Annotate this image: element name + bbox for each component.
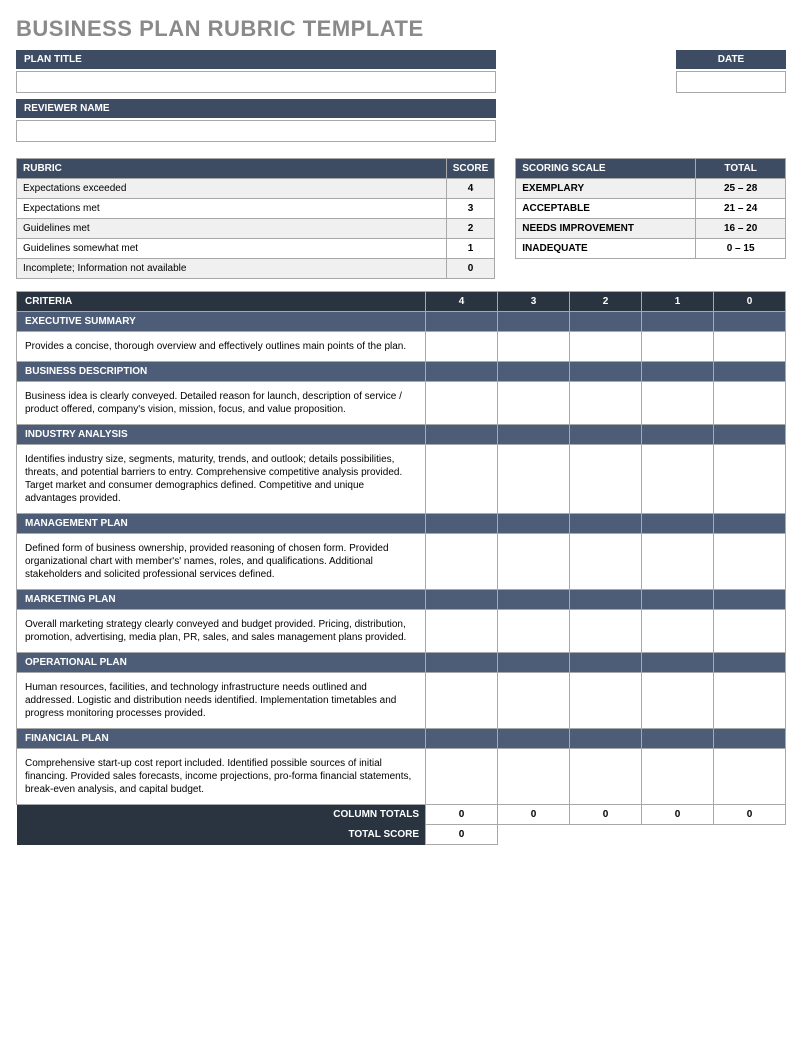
rubric-row-score: 4 — [446, 179, 495, 199]
scale-row-range: 0 – 15 — [696, 239, 786, 259]
rubric-row-score: 2 — [446, 219, 495, 239]
criteria-description: Defined form of business ownership, prov… — [17, 534, 426, 590]
criteria-score-cell[interactable] — [498, 382, 570, 425]
criteria-score-cell[interactable] — [714, 382, 786, 425]
criteria-score-cell[interactable] — [426, 610, 498, 653]
criteria-score-header: 3 — [498, 292, 570, 312]
rubric-row-label: Expectations exceeded — [17, 179, 447, 199]
column-totals-label: COLUMN TOTALS — [17, 805, 426, 825]
scale-row-range: 25 – 28 — [696, 179, 786, 199]
rubric-row-score: 1 — [446, 239, 495, 259]
column-total-value: 0 — [570, 805, 642, 825]
column-total-value: 0 — [498, 805, 570, 825]
rubric-row-score: 3 — [446, 199, 495, 219]
criteria-description: Identifies industry size, segments, matu… — [17, 445, 426, 514]
criteria-score-cell[interactable] — [570, 610, 642, 653]
rubric-row-label: Guidelines somewhat met — [17, 239, 447, 259]
criteria-score-cell[interactable] — [570, 534, 642, 590]
total-col-header: TOTAL — [696, 159, 786, 179]
criteria-score-cell[interactable] — [426, 749, 498, 805]
criteria-section-title: EXECUTIVE SUMMARY — [17, 312, 426, 332]
criteria-description: Comprehensive start-up cost report inclu… — [17, 749, 426, 805]
total-score-label: TOTAL SCORE — [17, 825, 426, 845]
plan-title-header: PLAN TITLE — [16, 50, 496, 69]
criteria-score-header: 0 — [714, 292, 786, 312]
rubric-col-header: RUBRIC — [17, 159, 447, 179]
plan-title-input[interactable] — [16, 71, 496, 93]
rubric-row-label: Incomplete; Information not available — [17, 259, 447, 279]
criteria-section-title: BUSINESS DESCRIPTION — [17, 362, 426, 382]
reviewer-input[interactable] — [16, 120, 496, 142]
date-input[interactable] — [676, 71, 786, 93]
scale-row-label: ACCEPTABLE — [516, 199, 696, 219]
criteria-section-title: OPERATIONAL PLAN — [17, 653, 426, 673]
criteria-score-cell[interactable] — [642, 610, 714, 653]
criteria-score-cell[interactable] — [426, 382, 498, 425]
criteria-score-cell[interactable] — [498, 673, 570, 729]
score-col-header: SCORE — [446, 159, 495, 179]
criteria-score-cell[interactable] — [714, 534, 786, 590]
criteria-section-title: MARKETING PLAN — [17, 590, 426, 610]
criteria-description: Business idea is clearly conveyed. Detai… — [17, 382, 426, 425]
criteria-score-cell[interactable] — [498, 610, 570, 653]
scoring-scale-table: SCORING SCALE TOTAL EXEMPLARY25 – 28ACCE… — [515, 158, 786, 259]
criteria-score-header: 2 — [570, 292, 642, 312]
criteria-score-cell[interactable] — [498, 332, 570, 362]
criteria-score-cell[interactable] — [570, 332, 642, 362]
page-title: BUSINESS PLAN RUBRIC TEMPLATE — [16, 16, 786, 42]
criteria-score-cell[interactable] — [570, 382, 642, 425]
date-header: DATE — [676, 50, 786, 69]
criteria-score-cell[interactable] — [642, 673, 714, 729]
criteria-section-title: MANAGEMENT PLAN — [17, 514, 426, 534]
criteria-score-cell[interactable] — [570, 749, 642, 805]
criteria-score-cell[interactable] — [570, 445, 642, 514]
criteria-score-cell[interactable] — [714, 445, 786, 514]
criteria-score-cell[interactable] — [426, 445, 498, 514]
scale-col-header: SCORING SCALE — [516, 159, 696, 179]
rubric-table: RUBRIC SCORE Expectations exceeded4Expec… — [16, 158, 495, 279]
scale-row-label: INADEQUATE — [516, 239, 696, 259]
criteria-section-title: INDUSTRY ANALYSIS — [17, 425, 426, 445]
criteria-score-cell[interactable] — [714, 610, 786, 653]
criteria-label: CRITERIA — [17, 292, 426, 312]
scale-row-label: NEEDS IMPROVEMENT — [516, 219, 696, 239]
scale-row-label: EXEMPLARY — [516, 179, 696, 199]
scale-row-range: 21 – 24 — [696, 199, 786, 219]
criteria-section-title: FINANCIAL PLAN — [17, 729, 426, 749]
criteria-score-cell[interactable] — [498, 749, 570, 805]
criteria-score-cell[interactable] — [642, 382, 714, 425]
criteria-score-cell[interactable] — [426, 534, 498, 590]
criteria-score-cell[interactable] — [714, 673, 786, 729]
criteria-score-cell[interactable] — [714, 332, 786, 362]
reviewer-header: REVIEWER NAME — [16, 99, 496, 118]
criteria-score-cell[interactable] — [642, 332, 714, 362]
rubric-row-label: Expectations met — [17, 199, 447, 219]
criteria-score-cell[interactable] — [642, 534, 714, 590]
criteria-score-cell[interactable] — [642, 749, 714, 805]
rubric-row-label: Guidelines met — [17, 219, 447, 239]
criteria-description: Overall marketing strategy clearly conve… — [17, 610, 426, 653]
scale-row-range: 16 – 20 — [696, 219, 786, 239]
column-total-value: 0 — [714, 805, 786, 825]
criteria-score-cell[interactable] — [426, 673, 498, 729]
criteria-score-header: 4 — [426, 292, 498, 312]
criteria-score-cell[interactable] — [498, 445, 570, 514]
criteria-description: Provides a concise, thorough overview an… — [17, 332, 426, 362]
rubric-row-score: 0 — [446, 259, 495, 279]
column-total-value: 0 — [642, 805, 714, 825]
criteria-score-cell[interactable] — [498, 534, 570, 590]
criteria-score-header: 1 — [642, 292, 714, 312]
criteria-score-cell[interactable] — [570, 673, 642, 729]
criteria-score-cell[interactable] — [642, 445, 714, 514]
total-score-value: 0 — [426, 825, 498, 845]
criteria-description: Human resources, facilities, and technol… — [17, 673, 426, 729]
column-total-value: 0 — [426, 805, 498, 825]
criteria-score-cell[interactable] — [426, 332, 498, 362]
criteria-score-cell[interactable] — [714, 749, 786, 805]
criteria-table: CRITERIA 43210 EXECUTIVE SUMMARYProvides… — [16, 291, 786, 845]
